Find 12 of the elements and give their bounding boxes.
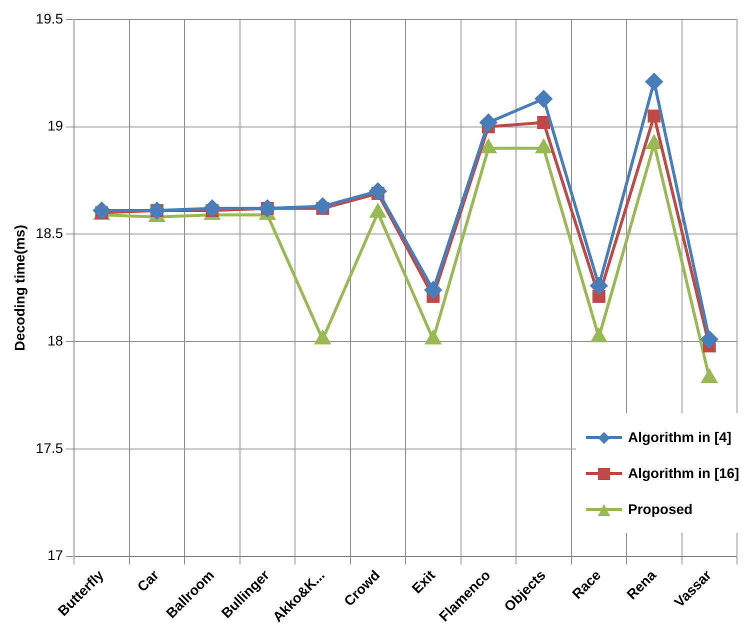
y-tick-label: 18 [47, 332, 64, 348]
y-tick-label: 17.5 [36, 440, 64, 456]
y-tick-label: 19 [47, 118, 64, 134]
legend-label: Algorithm in [16] [628, 465, 740, 481]
legend-label: Proposed [628, 501, 693, 517]
y-tick-label: 18.5 [36, 225, 64, 242]
y-tick-label: 19.5 [36, 10, 64, 26]
x-tick-label: Car [134, 566, 162, 595]
x-tick-label: Exit [408, 566, 438, 596]
y-axis-title: Decoding time(ms) [11, 224, 28, 351]
y-tick-label: 17 [47, 547, 64, 564]
legend-label: Algorithm in [4] [628, 429, 732, 445]
